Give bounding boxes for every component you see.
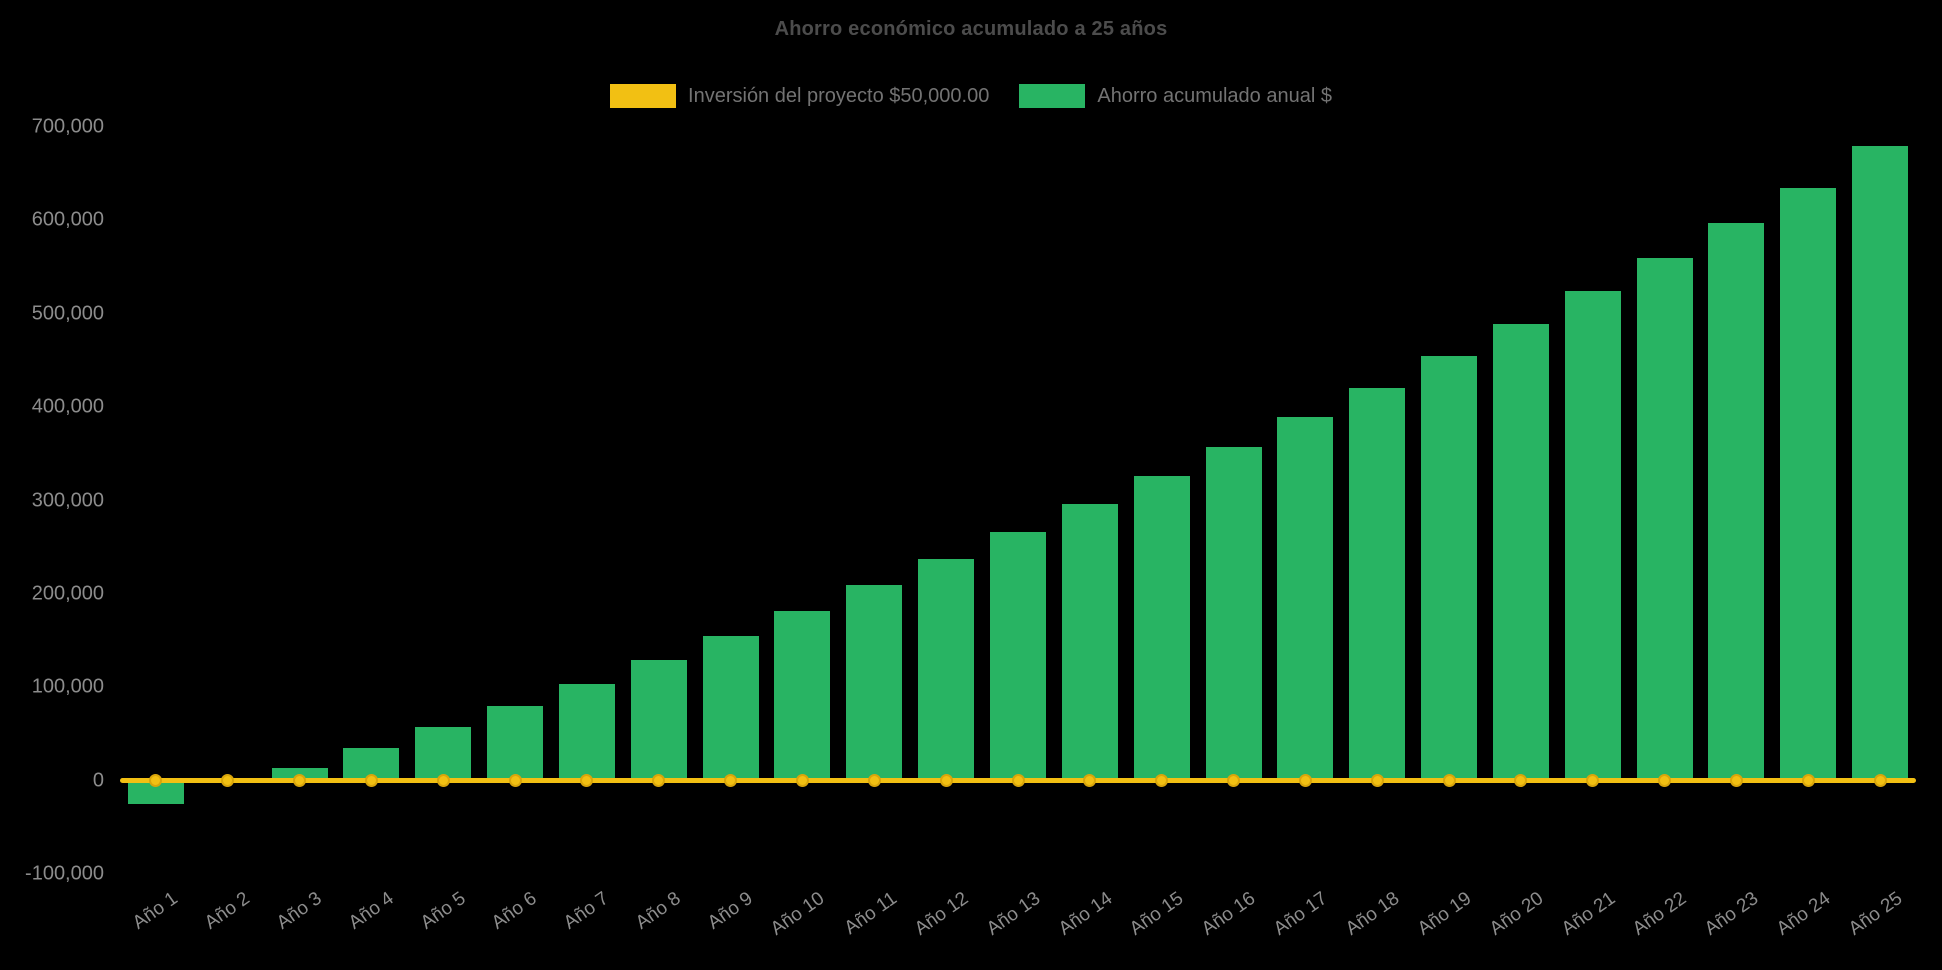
x-axis-label: Año 5 <box>416 888 470 934</box>
line-point <box>436 774 450 788</box>
x-axis-label: Año 21 <box>1557 888 1619 940</box>
bar <box>1277 417 1334 781</box>
bar <box>1636 257 1693 781</box>
line-point <box>1155 774 1169 788</box>
line-point <box>293 774 307 788</box>
line-point <box>795 774 809 788</box>
bar <box>702 635 759 781</box>
bar <box>630 660 687 781</box>
x-axis-label: Año 23 <box>1701 888 1763 940</box>
bar <box>127 780 184 804</box>
line-point <box>939 774 953 788</box>
x-axis-label: Año 24 <box>1772 888 1835 940</box>
plot-area: Año 1 Año 2 Año 3 Año 4 Año 5 Año 6 Año 7 Año 8… <box>120 127 1916 940</box>
line-point <box>1514 774 1528 788</box>
legend-swatch-investment-icon <box>610 84 677 108</box>
legend-item-savings[interactable]: Ahorro acumulado anual $ <box>1019 84 1332 108</box>
line-point <box>1729 774 1743 788</box>
line-point <box>1586 774 1600 788</box>
x-axis-label: Año 15 <box>1126 888 1188 940</box>
line-point <box>580 774 594 788</box>
line-point <box>1083 774 1097 788</box>
x-axis-label: Año 7 <box>560 888 614 934</box>
line-point <box>1370 774 1384 788</box>
y-axis: 700,000 600,000 500,000 400,000 300,000 200,0… <box>0 116 104 885</box>
line-point <box>1658 774 1672 788</box>
line-point <box>724 774 738 788</box>
x-axis-label: Año 18 <box>1341 888 1404 940</box>
line-point <box>1011 774 1025 788</box>
bar <box>1780 187 1837 781</box>
x-axis-label: Año 4 <box>344 888 398 934</box>
legend-swatch-savings-icon <box>1019 84 1086 108</box>
bar <box>846 584 903 781</box>
bar <box>487 705 544 781</box>
x-axis-label: Año 3 <box>272 888 326 934</box>
bar <box>1421 355 1478 781</box>
y-axis-label: 600,000 <box>31 208 104 231</box>
chart-title: Ahorro económico acumulado a 25 años <box>774 18 1168 40</box>
bar <box>1708 223 1765 781</box>
x-axis-label: Año 19 <box>1413 888 1476 940</box>
line-point <box>652 774 666 788</box>
x-axis-label: Año 12 <box>910 888 973 940</box>
line-point <box>364 774 378 788</box>
bar <box>1205 447 1262 781</box>
x-axis-label: Año 2 <box>201 888 254 934</box>
y-axis-label: -100,000 <box>25 862 104 885</box>
legend-item-investment[interactable]: Inversión del proyecto $50,000.00 <box>610 84 989 108</box>
bar <box>1852 145 1909 781</box>
x-axis-label: Año 14 <box>1054 888 1116 940</box>
x-axis-label: Año 13 <box>982 888 1045 940</box>
x-axis-label: Año 22 <box>1629 888 1691 940</box>
bar <box>1061 504 1118 781</box>
line-point <box>508 774 522 788</box>
x-axis-label: Año 6 <box>488 888 542 934</box>
x-axis-label: Año 17 <box>1270 888 1332 940</box>
y-axis-label: 100,000 <box>31 675 104 698</box>
line-point <box>221 774 235 788</box>
bar <box>415 727 472 781</box>
x-axis-label: Año 9 <box>703 888 757 934</box>
y-axis-label: 0 <box>92 769 104 792</box>
bar <box>918 559 975 781</box>
line-point <box>1801 774 1815 788</box>
line-point <box>867 774 881 788</box>
bar <box>774 610 831 781</box>
line-point <box>1873 774 1887 788</box>
legend-label-investment: Inversión del proyecto $50,000.00 <box>688 84 990 107</box>
x-axis-label: Año 8 <box>632 888 685 934</box>
bar <box>1564 291 1621 781</box>
y-axis-label: 500,000 <box>31 302 104 325</box>
bar <box>558 683 615 781</box>
line-point <box>149 774 163 788</box>
x-axis-label: Año 10 <box>767 888 829 940</box>
bar <box>1492 324 1549 781</box>
chart-legend: Inversión del proyecto $50,000.00 Ahorro… <box>0 84 1942 108</box>
x-axis-label: Año 25 <box>1844 888 1907 940</box>
bar <box>1349 387 1406 781</box>
line-point <box>1298 774 1312 788</box>
y-axis-label: 200,000 <box>31 582 104 605</box>
x-axis-label: Año 16 <box>1198 888 1260 940</box>
x-axis-label: Año 11 <box>840 888 901 939</box>
line-point <box>1227 774 1241 788</box>
bar <box>1133 476 1190 781</box>
line-point <box>1442 774 1456 788</box>
y-axis-label: 300,000 <box>31 489 104 511</box>
bar <box>989 532 1046 781</box>
y-axis-label: 400,000 <box>31 395 104 418</box>
x-axis-label: Año 1 <box>129 888 182 934</box>
bar <box>271 767 328 781</box>
legend-label-savings: Ahorro acumulado anual $ <box>1097 84 1332 107</box>
y-axis-label: 700,000 <box>31 115 104 138</box>
x-axis-label: Año 20 <box>1485 888 1547 940</box>
